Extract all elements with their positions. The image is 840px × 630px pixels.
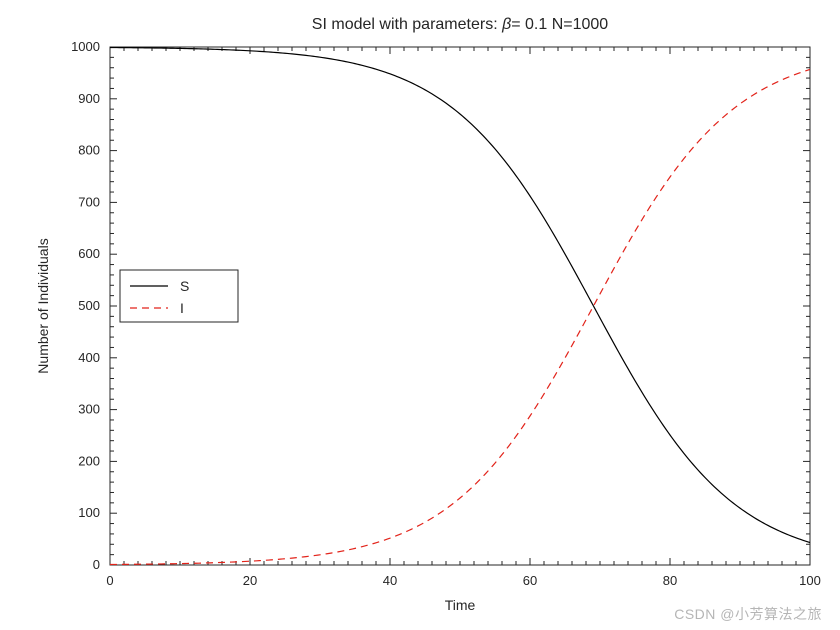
xtick-label: 0 — [106, 573, 113, 588]
xtick-label: 60 — [523, 573, 537, 588]
ytick-label: 0 — [93, 557, 100, 572]
xtick-label: 100 — [799, 573, 821, 588]
ytick-label: 200 — [78, 453, 100, 468]
chart-title: SI model with parameters: β= 0.1 N=1000 — [312, 16, 609, 33]
ytick-label: 600 — [78, 246, 100, 261]
ytick-label: 700 — [78, 194, 100, 209]
ytick-label: 800 — [78, 143, 100, 158]
legend-box — [120, 270, 238, 322]
ytick-label: 400 — [78, 350, 100, 365]
legend-label: I — [180, 300, 184, 316]
xtick-label: 80 — [663, 573, 677, 588]
xtick-label: 40 — [383, 573, 397, 588]
ytick-label: 100 — [78, 505, 100, 520]
xtick-label: 20 — [243, 573, 257, 588]
ytick-label: 300 — [78, 402, 100, 417]
y-axis-label: Number of Individuals — [35, 238, 51, 373]
x-axis-label: Time — [445, 597, 476, 613]
ytick-label: 900 — [78, 91, 100, 106]
ytick-label: 500 — [78, 298, 100, 313]
legend-label: S — [180, 278, 189, 294]
ytick-label: 1000 — [71, 39, 100, 54]
